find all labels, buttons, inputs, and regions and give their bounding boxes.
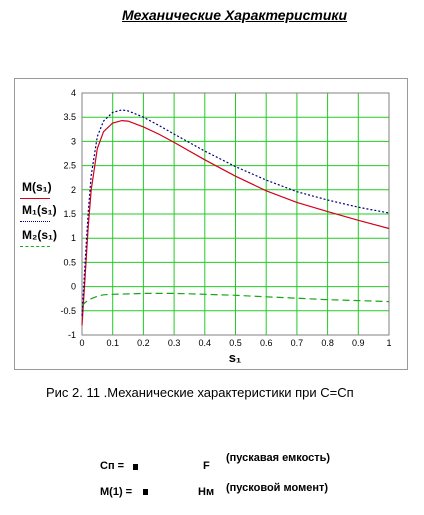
x-tick-label: 0.3 — [168, 338, 181, 348]
x-tick-label: 0.6 — [260, 338, 273, 348]
legend-line-m2 — [20, 246, 50, 247]
y-tick-label: 2.5 — [63, 161, 76, 171]
param-cp-value[interactable] — [133, 464, 138, 470]
legend-line-m — [20, 198, 50, 199]
x-tick-label: 0.4 — [199, 338, 212, 348]
param-m1-value[interactable] — [143, 489, 148, 495]
param-m1-unit: Нм — [198, 486, 215, 498]
legend-line-m1 — [20, 221, 50, 222]
x-tick-labels: 0 0.1 0.2 0.3 0.4 0.5 0.6 0.7 0.8 0.9 1 — [79, 338, 391, 348]
y-tick-label: 0.5 — [63, 257, 76, 267]
x-tick-label: 0.7 — [291, 338, 304, 348]
param-cp-unit: F — [203, 460, 210, 472]
chart-grid — [81, 92, 390, 336]
y-tick-label: -1 — [68, 330, 76, 340]
series-lines — [81, 109, 390, 326]
plot-border — [81, 92, 390, 336]
x-tick-label: 1 — [386, 338, 391, 348]
figure-caption: Рис 2. 11 .Механические характеристики п… — [46, 385, 354, 400]
y-tick-label: 3 — [71, 136, 76, 146]
x-tick-label: 0.1 — [106, 338, 119, 348]
plot-area — [81, 92, 390, 336]
x-tick-label: 0.2 — [137, 338, 150, 348]
param-cp-note: (пускавая емкость) — [226, 452, 331, 464]
chart-frame — [14, 78, 408, 370]
legend-label-m: M(s₁) — [22, 180, 52, 194]
page-title: Механические Характеристики — [122, 7, 348, 23]
y-tick-label: 2 — [71, 185, 76, 195]
y-tick-label: 4 — [71, 88, 76, 98]
x-axis-label: s₁ — [229, 350, 242, 365]
x-tick-label: 0.5 — [229, 338, 242, 348]
y-tick-label: 1.5 — [63, 209, 76, 219]
series-line-1 — [81, 109, 390, 316]
chart: 0 0.1 0.2 0.3 0.4 0.5 0.6 0.7 0.8 0.9 1 -1 -0.5 0 0.5… — [60, 88, 391, 365]
series-line-0 — [81, 119, 390, 326]
legend-label-m1: M₁(s₁) — [22, 203, 57, 217]
param-cp-label: Cп = — [100, 460, 125, 472]
y-tick-label: 0 — [71, 282, 76, 292]
y-tick-label: 3.5 — [63, 112, 76, 122]
legend-label-m2: M₂(s₁) — [22, 228, 57, 242]
param-m1-note: (пусковой момент) — [226, 482, 329, 494]
x-tick-label: 0.8 — [321, 338, 334, 348]
x-tick-label: 0 — [79, 338, 84, 348]
y-tick-label: -0.5 — [60, 306, 76, 316]
y-tick-labels: -1 -0.5 0 0.5 1 1.5 2 2.5 3 3.5 4 — [60, 88, 76, 340]
param-m1-label: M(1) = — [100, 486, 133, 498]
y-tick-label: 1 — [71, 233, 76, 243]
x-tick-label: 0.9 — [352, 338, 365, 348]
